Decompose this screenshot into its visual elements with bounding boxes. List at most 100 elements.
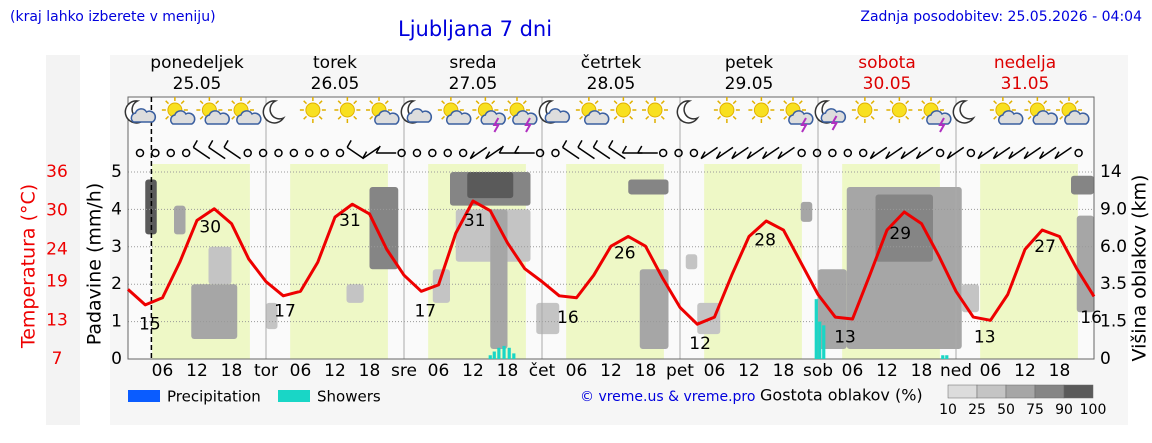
weather-icon bbox=[1056, 97, 1090, 125]
cloud bbox=[346, 284, 364, 303]
temp-tick-label: 13 bbox=[46, 310, 68, 330]
wind-calm bbox=[397, 148, 406, 158]
temp-label: 17 bbox=[274, 302, 296, 322]
precip-bar bbox=[497, 347, 501, 359]
weather-icon bbox=[989, 97, 1024, 125]
moon bbox=[262, 100, 286, 124]
cloud-legend-tick: 25 bbox=[968, 402, 986, 418]
weather-icon bbox=[504, 97, 538, 133]
weather-icon bbox=[814, 100, 847, 131]
wind-barb bbox=[716, 146, 734, 160]
sun-ray bbox=[303, 100, 308, 105]
precip-bar bbox=[941, 355, 945, 359]
legend-label: Precipitation bbox=[167, 388, 261, 406]
daylight bbox=[980, 164, 1078, 359]
sun-ray bbox=[441, 115, 446, 120]
day-name: četrtek bbox=[581, 53, 642, 73]
sun-ray bbox=[491, 100, 496, 105]
weather-icon bbox=[713, 97, 740, 123]
precip-bar bbox=[814, 299, 818, 359]
x-tick-label: čet bbox=[529, 361, 556, 381]
sun-ray bbox=[231, 115, 236, 120]
cloud bbox=[875, 194, 933, 262]
wind-barb bbox=[577, 146, 595, 160]
legend-swatch bbox=[278, 390, 310, 402]
x-tick-label: 06 bbox=[290, 361, 312, 381]
sun-ray bbox=[629, 115, 634, 120]
cloud-icon bbox=[130, 108, 157, 123]
wind-barb-tick bbox=[592, 139, 599, 148]
wind-barb bbox=[608, 146, 626, 160]
cloud-icon bbox=[788, 110, 814, 125]
cloud-icon bbox=[1064, 110, 1090, 125]
weather-icon bbox=[472, 97, 506, 133]
daylight bbox=[704, 164, 802, 359]
wind-barb-tick bbox=[498, 145, 504, 154]
wind-barb bbox=[1008, 146, 1026, 160]
sun-ray bbox=[905, 100, 910, 105]
weather-icon bbox=[952, 100, 976, 124]
y-tick-label: 4 bbox=[111, 199, 122, 219]
y-tick-label: 0 bbox=[111, 349, 122, 369]
sun bbox=[305, 102, 321, 118]
wind-barb bbox=[1039, 146, 1057, 160]
wind-barb-tick bbox=[514, 145, 520, 154]
cloud-icon bbox=[584, 110, 610, 125]
weather-icon bbox=[642, 97, 668, 123]
wind-barb bbox=[700, 146, 718, 160]
temp-label: 16 bbox=[557, 308, 579, 328]
cloud bbox=[490, 209, 508, 350]
x-tick-label: tor bbox=[254, 361, 278, 381]
temp-label: 12 bbox=[689, 334, 711, 354]
sun bbox=[719, 102, 735, 118]
temp-tick-label: 24 bbox=[46, 239, 68, 259]
legend-label: Showers bbox=[317, 388, 381, 406]
day-name: nedelja bbox=[994, 53, 1056, 73]
temp-label: 28 bbox=[754, 231, 776, 251]
x-tick-label: 12 bbox=[324, 361, 346, 381]
wind-barb bbox=[469, 146, 488, 160]
sun-ray bbox=[594, 100, 599, 105]
temp-label: 29 bbox=[889, 224, 911, 244]
day-name: ponedeljek bbox=[150, 53, 244, 73]
cloud-icon bbox=[374, 110, 400, 125]
cloud bbox=[369, 186, 399, 270]
sun-ray bbox=[1008, 100, 1013, 105]
weather-icon bbox=[400, 100, 433, 124]
wind-calm bbox=[181, 148, 191, 158]
cloud bbox=[174, 205, 186, 235]
wind-barb-tick bbox=[561, 139, 568, 148]
sun-ray bbox=[318, 115, 323, 120]
cloud-icon bbox=[236, 110, 262, 125]
precip-bar bbox=[945, 355, 949, 359]
weather-icon bbox=[228, 97, 262, 125]
wind-barb-tick bbox=[223, 139, 229, 148]
day-name: petek bbox=[725, 53, 773, 73]
wind-calm bbox=[935, 148, 945, 158]
wind-calm bbox=[428, 148, 437, 158]
wind-barb-tick bbox=[977, 151, 983, 160]
wind-barb bbox=[223, 146, 241, 160]
cloud bbox=[1076, 215, 1094, 313]
weather-icon bbox=[851, 97, 878, 123]
precip-bar bbox=[492, 351, 496, 359]
weather-icon bbox=[610, 97, 637, 123]
day-name: torek bbox=[313, 53, 357, 73]
wind-calm bbox=[843, 148, 853, 158]
wind-calm bbox=[289, 148, 299, 158]
wind-calm bbox=[551, 148, 560, 158]
sun-ray bbox=[1074, 100, 1079, 105]
x-tick-label: 18 bbox=[497, 361, 519, 381]
sun-ray bbox=[337, 100, 342, 105]
sun-ray bbox=[318, 100, 323, 105]
temp-label: 30 bbox=[199, 218, 221, 238]
wind-barb-tick bbox=[608, 139, 614, 148]
cloud-legend-box bbox=[1034, 384, 1065, 399]
cloud-legend-box bbox=[1005, 384, 1036, 399]
wind-calm bbox=[797, 148, 806, 158]
sun-ray bbox=[180, 100, 185, 105]
legend-swatch bbox=[128, 390, 160, 402]
cloud-tick-label: 9.0 bbox=[1100, 199, 1127, 219]
precip-bar bbox=[507, 347, 511, 359]
wind-barb bbox=[208, 146, 226, 160]
